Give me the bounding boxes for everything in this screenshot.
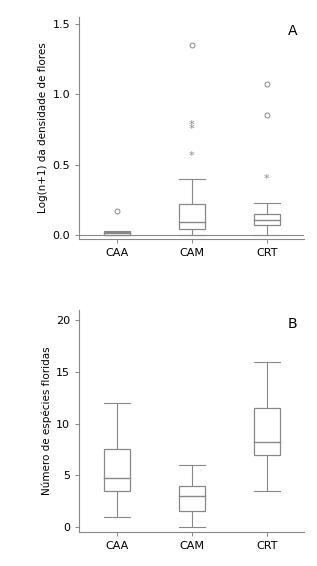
Bar xyxy=(104,232,130,235)
Text: *: * xyxy=(189,151,195,161)
Bar xyxy=(104,449,130,491)
Y-axis label: Número de espécies floridas: Número de espécies floridas xyxy=(42,347,52,495)
Y-axis label: Log(n+1) da densidade de flores: Log(n+1) da densidade de flores xyxy=(38,42,49,213)
Text: B: B xyxy=(288,317,298,331)
Bar xyxy=(179,486,205,512)
Text: *: * xyxy=(264,174,270,183)
Bar xyxy=(254,408,280,454)
Text: *: * xyxy=(189,120,195,130)
Bar xyxy=(254,215,280,225)
Bar xyxy=(179,204,205,229)
Text: A: A xyxy=(288,24,298,38)
Text: *: * xyxy=(189,125,195,134)
